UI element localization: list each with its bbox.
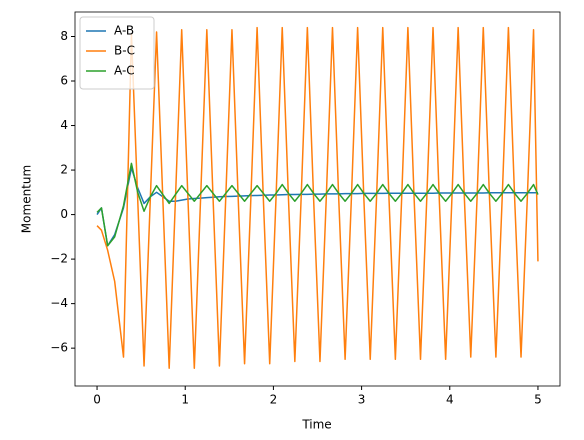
- x-axis-label: Time: [301, 418, 331, 432]
- y-axis-label: Momentum: [20, 165, 34, 233]
- y-tick-label: −2: [50, 252, 68, 266]
- x-tick-label: 1: [181, 393, 189, 407]
- y-tick-label: 8: [60, 29, 68, 43]
- series-line: [96, 167, 538, 247]
- y-tick-label: 6: [60, 74, 68, 88]
- y-tick-label: 0: [60, 207, 68, 221]
- series-line: [96, 162, 539, 247]
- y-tick-label: −6: [50, 341, 68, 355]
- plot-frame: [74, 11, 561, 387]
- x-tick-label: 3: [358, 393, 366, 407]
- series-line: [96, 26, 539, 369]
- x-tick-label: 5: [534, 393, 542, 407]
- legend-label: B-C: [114, 44, 135, 58]
- legend-label: A-B: [114, 24, 134, 38]
- x-tick-label: 4: [446, 393, 454, 407]
- y-tick-label: 4: [60, 118, 68, 132]
- legend-label: A-C: [114, 64, 135, 78]
- x-tick-label: 2: [270, 393, 278, 407]
- y-tick-label: −4: [50, 296, 68, 310]
- x-tick-label: 0: [93, 393, 101, 407]
- y-tick-label: 2: [60, 163, 68, 177]
